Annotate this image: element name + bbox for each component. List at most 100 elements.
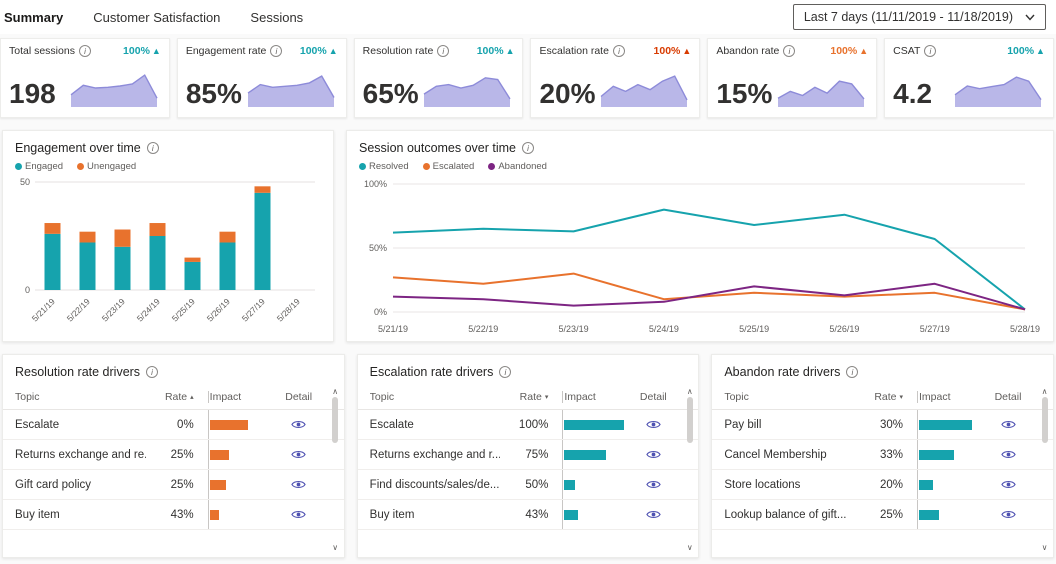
detail-eye-button[interactable]	[289, 477, 308, 492]
svg-text:50%: 50%	[369, 243, 387, 253]
kpi-trend: 100% ▲	[654, 45, 692, 57]
detail-eye-button[interactable]	[999, 507, 1018, 522]
column-header-rate[interactable]: Rate ▴	[164, 391, 194, 403]
sort-desc-icon: ▾	[544, 394, 549, 402]
kpi-trend: 100% ▲	[477, 45, 515, 57]
eye-icon	[1000, 420, 1016, 428]
detail-eye-button[interactable]	[644, 477, 663, 492]
engagement-bar-chart: 0 50 5/21/19 5/22/19 5/23/19 5/24/19 5/25/19 5/…	[20, 177, 315, 323]
topic-cell: Buy item	[15, 508, 60, 521]
detail-eye-button[interactable]	[289, 507, 308, 522]
tab-summary[interactable]: Summary	[4, 9, 64, 25]
detail-eye-button[interactable]	[289, 417, 308, 432]
table-body: Escalate 100% Returns exchange and r... 75%…	[357, 410, 699, 530]
table-row: Buy item 43%	[3, 500, 344, 530]
legend-dot	[15, 163, 22, 170]
tab-sessions[interactable]: Sessions	[250, 9, 304, 25]
detail-cell	[989, 417, 1027, 433]
kpi-trend: 100% ▲	[123, 45, 161, 57]
column-header-detail[interactable]: Detail	[285, 391, 313, 403]
date-range-selector[interactable]: Last 7 days (11/11/2019 - 11/18/2019)	[792, 4, 1046, 30]
scrollbar[interactable]: ∧ ∨	[1038, 387, 1051, 553]
kpi-value: 20%	[539, 78, 596, 109]
column-header-topic[interactable]: Topic	[15, 391, 40, 403]
column-header-rate[interactable]: Rate ▾	[519, 391, 549, 403]
impact-cell	[917, 410, 989, 439]
column-header-impact[interactable]: Impact	[917, 391, 989, 403]
info-icon[interactable]: i	[78, 45, 91, 57]
tab-customer-satisfaction[interactable]: Customer Satisfaction	[93, 9, 221, 25]
detail-eye-button[interactable]	[999, 447, 1018, 462]
info-icon[interactable]: i	[437, 45, 450, 57]
table-body: Escalate 0% Returns exchange and re... 25% G…	[3, 410, 344, 530]
column-header-impact[interactable]: Impact	[562, 391, 634, 403]
detail-cell	[280, 477, 318, 493]
kpi-trend-value: 100%	[830, 45, 858, 57]
info-icon[interactable]: i	[522, 142, 535, 154]
kpi-trend-value: 100%	[476, 45, 504, 57]
scroll-thumb[interactable]	[686, 397, 693, 443]
detail-cell	[989, 477, 1027, 493]
impact-cell	[207, 410, 280, 439]
column-header-topic[interactable]: Topic	[724, 391, 749, 403]
kpi-value: 198	[9, 78, 56, 109]
topic-cell: Find discounts/sales/de...	[369, 478, 500, 491]
svg-text:5/22/19: 5/22/19	[468, 324, 498, 334]
top-bar: Summary Customer Satisfaction Sessions L…	[0, 0, 1056, 34]
kpi-card: Resolution rate i 100% ▲ 65%	[353, 38, 524, 118]
column-header-rate[interactable]: Rate ▾	[874, 391, 904, 403]
impact-cell	[207, 440, 280, 469]
info-icon[interactable]: i	[783, 45, 796, 57]
scroll-up-icon[interactable]: ∧	[686, 387, 693, 396]
scrollbar[interactable]: ∧ ∨	[329, 387, 342, 553]
detail-eye-button[interactable]	[999, 417, 1018, 432]
rate-cell: 43%	[525, 508, 549, 521]
column-header-detail[interactable]: Detail	[994, 391, 1022, 403]
scroll-up-icon[interactable]: ∧	[332, 387, 339, 396]
scroll-down-icon[interactable]: ∨	[1041, 543, 1048, 552]
info-icon[interactable]: i	[146, 366, 159, 378]
topic-cell: Lookup balance of gift...	[724, 508, 847, 521]
info-icon[interactable]: i	[270, 45, 283, 57]
tab-bar: Summary Customer Satisfaction Sessions	[2, 10, 303, 25]
eye-icon	[646, 480, 661, 488]
svg-text:5/25/19: 5/25/19	[170, 296, 197, 323]
info-icon[interactable]: i	[612, 45, 625, 57]
panel-title: Escalation rate drivers	[369, 365, 494, 379]
info-icon[interactable]: i	[924, 45, 937, 57]
kpi-sparkline	[954, 76, 1042, 107]
column-header-detail[interactable]: Detail	[639, 391, 667, 403]
kpi-card: CSAT i 100% ▲ 4.2	[884, 38, 1054, 118]
info-icon[interactable]: i	[146, 142, 159, 154]
scroll-thumb[interactable]	[1041, 397, 1048, 443]
svg-text:50: 50	[20, 177, 30, 187]
table-row: Cancel Membership 33%	[712, 440, 1054, 470]
column-header-impact[interactable]: Impact	[207, 391, 280, 403]
legend-item: Escalated	[422, 161, 474, 172]
eye-icon	[1000, 480, 1016, 488]
scroll-down-icon[interactable]: ∨	[686, 543, 693, 552]
table-row: Pay bill 30%	[712, 410, 1054, 440]
scrollbar[interactable]: ∧ ∨	[683, 387, 696, 553]
info-icon[interactable]: i	[846, 366, 859, 378]
detail-eye-button[interactable]	[644, 417, 663, 432]
scroll-up-icon[interactable]: ∧	[1041, 387, 1048, 396]
detail-eye-button[interactable]	[999, 477, 1018, 492]
scroll-thumb[interactable]	[332, 397, 339, 443]
table-row: Buy item 43%	[357, 500, 699, 530]
eye-icon	[291, 480, 306, 488]
table-row: Find discounts/sales/de... 50%	[357, 470, 699, 500]
svg-text:5/23/19: 5/23/19	[559, 324, 589, 334]
info-icon[interactable]: i	[499, 366, 512, 378]
rate-cell: 20%	[879, 478, 904, 491]
table-row: Lookup balance of gift... 25%	[712, 500, 1054, 530]
trend-up-icon: ▲	[151, 46, 161, 56]
topic-cell: Returns exchange and re...	[15, 448, 146, 461]
column-header-topic[interactable]: Topic	[369, 391, 395, 403]
rate-cell: 50%	[525, 478, 549, 491]
detail-eye-button[interactable]	[289, 447, 308, 462]
detail-eye-button[interactable]	[644, 447, 663, 462]
scroll-down-icon[interactable]: ∨	[332, 543, 339, 552]
detail-eye-button[interactable]	[644, 507, 663, 522]
svg-text:0%: 0%	[374, 307, 387, 317]
